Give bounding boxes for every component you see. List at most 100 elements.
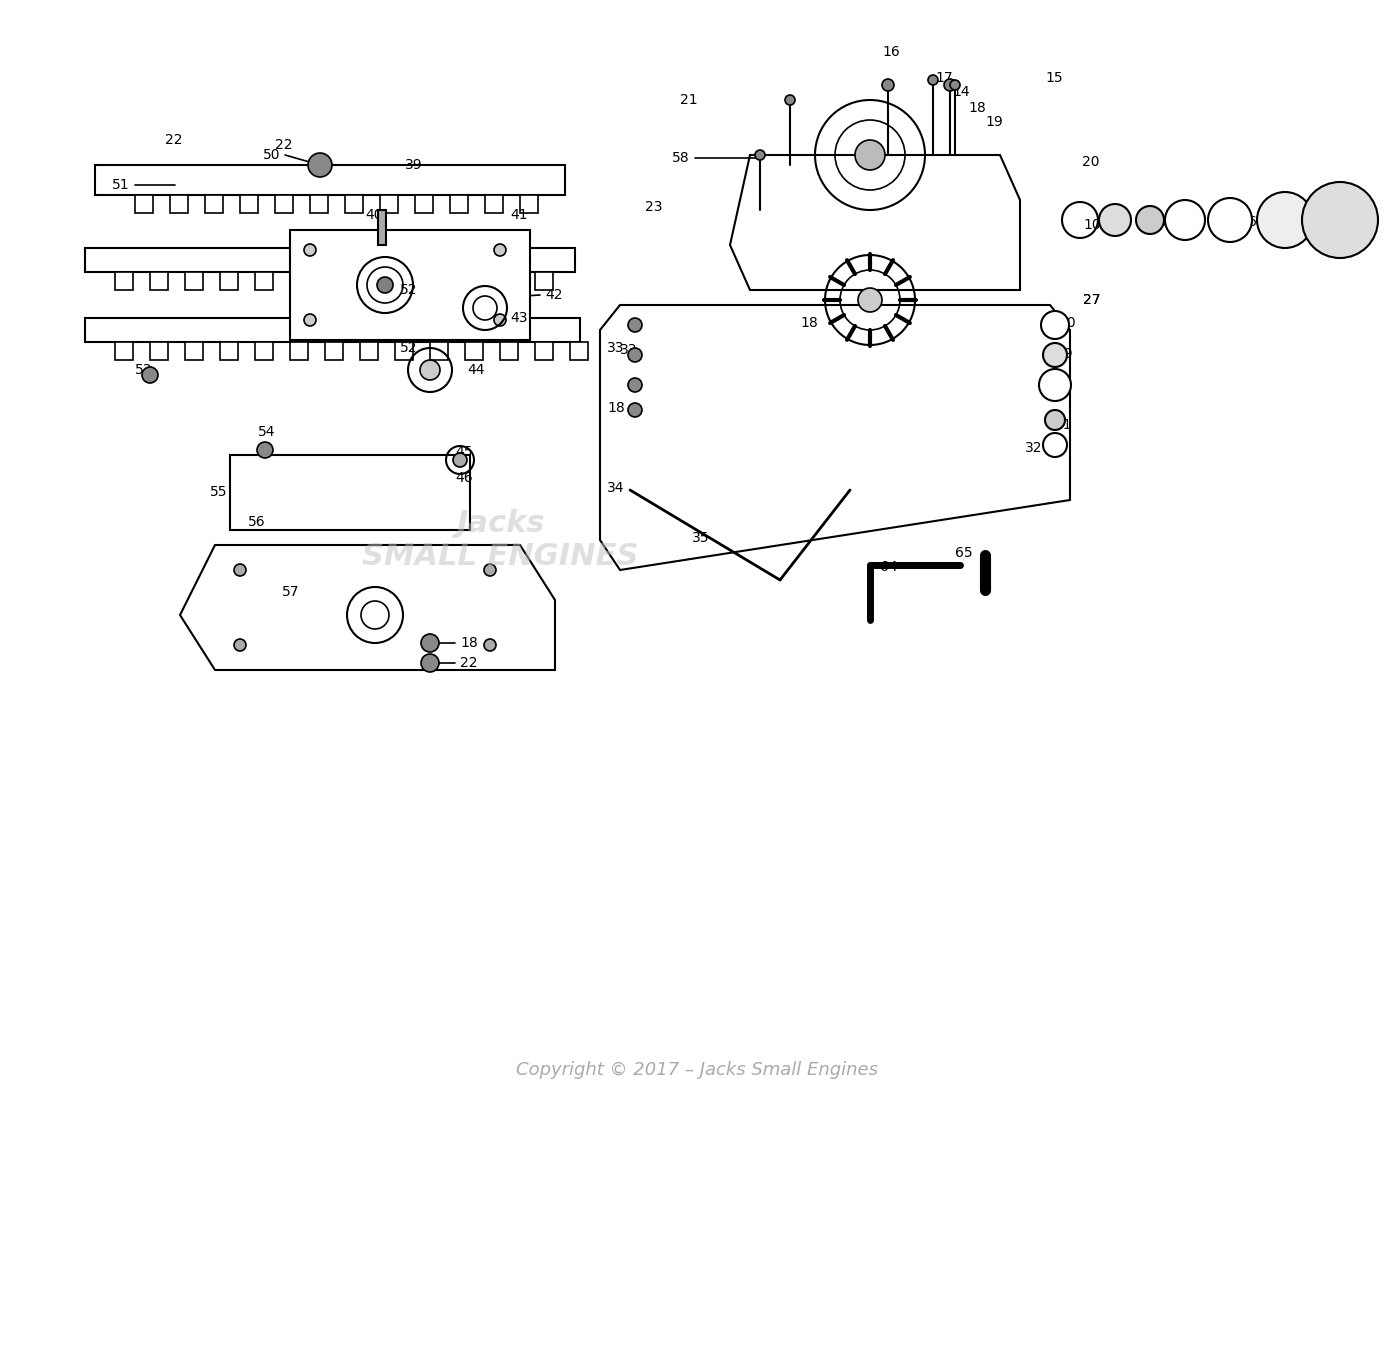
Circle shape [1257,192,1313,248]
Text: Copyright © 2017 – Jacks Small Engines: Copyright © 2017 – Jacks Small Engines [516,1061,878,1079]
Text: 33: 33 [606,341,625,355]
Circle shape [493,244,506,256]
Bar [135,195,153,213]
Circle shape [629,348,643,362]
Circle shape [1302,182,1379,257]
Circle shape [421,654,439,672]
Text: 14: 14 [952,85,970,99]
Bar [360,341,378,360]
Circle shape [1062,202,1098,238]
Text: 33: 33 [620,343,637,356]
Circle shape [785,95,795,104]
Text: 53: 53 [135,363,152,377]
Bar [185,341,204,360]
Bar [220,341,238,360]
Bar [170,195,188,213]
Circle shape [1041,312,1069,339]
Bar [360,272,378,290]
Circle shape [304,314,316,327]
Bar [570,341,588,360]
Text: 56: 56 [248,515,266,528]
Text: 17: 17 [935,70,952,85]
Bar [429,341,447,360]
Text: 8: 8 [1158,215,1167,229]
Text: 57: 57 [282,585,300,599]
Bar [520,195,538,213]
Circle shape [1165,201,1204,240]
Text: 32: 32 [1025,440,1043,455]
Text: 16: 16 [882,45,899,60]
Text: 27: 27 [1083,293,1100,308]
Bar [378,210,386,245]
Circle shape [484,564,496,576]
Text: 18: 18 [606,401,625,415]
Circle shape [1043,434,1066,457]
Circle shape [1136,206,1164,234]
Text: 22: 22 [275,138,293,152]
Text: 30: 30 [1055,381,1072,396]
Text: 29: 29 [1055,347,1072,360]
Bar [395,341,413,360]
Bar [450,195,468,213]
Circle shape [949,80,960,89]
Circle shape [142,367,158,383]
Bar [290,341,308,360]
Bar [325,272,343,290]
Bar [535,272,553,290]
Text: 51: 51 [113,178,130,192]
Bar [466,341,482,360]
Text: 10: 10 [1058,316,1076,331]
Circle shape [1043,343,1066,367]
Polygon shape [730,154,1020,290]
Bar [114,272,132,290]
Text: 44: 44 [467,363,485,377]
Circle shape [234,564,245,576]
Bar [85,318,580,341]
Text: 23: 23 [645,201,662,214]
Circle shape [421,634,439,652]
Circle shape [256,442,273,458]
Bar [485,195,503,213]
Bar [466,272,482,290]
Bar [240,195,258,213]
Text: 39: 39 [406,159,422,172]
Text: 19: 19 [986,115,1002,129]
Bar [500,272,519,290]
Bar [309,195,328,213]
Bar [415,195,434,213]
Bar [230,455,470,530]
Text: 9: 9 [1122,215,1131,229]
Text: 22: 22 [164,133,183,146]
Circle shape [453,453,467,467]
Circle shape [234,640,245,650]
Circle shape [629,318,643,332]
Circle shape [308,153,332,178]
Bar [275,195,293,213]
Bar [255,341,273,360]
Bar [205,195,223,213]
Bar [255,272,273,290]
Bar [429,272,447,290]
Text: 21: 21 [680,93,697,107]
Circle shape [420,360,441,379]
Bar [85,248,574,272]
Bar [535,341,553,360]
Bar [395,272,413,290]
Text: 41: 41 [510,209,527,222]
Circle shape [376,276,393,293]
Bar [151,341,169,360]
Text: 55: 55 [210,485,227,499]
Text: 43: 43 [510,312,527,325]
Text: 50: 50 [262,148,280,163]
Polygon shape [180,545,555,669]
Text: 7: 7 [1197,215,1207,229]
Text: 20: 20 [1082,154,1100,169]
Text: 10: 10 [1083,218,1101,232]
Text: 42: 42 [545,289,563,302]
Polygon shape [599,305,1071,570]
Circle shape [1098,205,1131,236]
Text: 54: 54 [258,425,276,439]
Text: 34: 34 [606,481,625,495]
Text: 58: 58 [672,150,690,165]
Circle shape [1039,369,1071,401]
